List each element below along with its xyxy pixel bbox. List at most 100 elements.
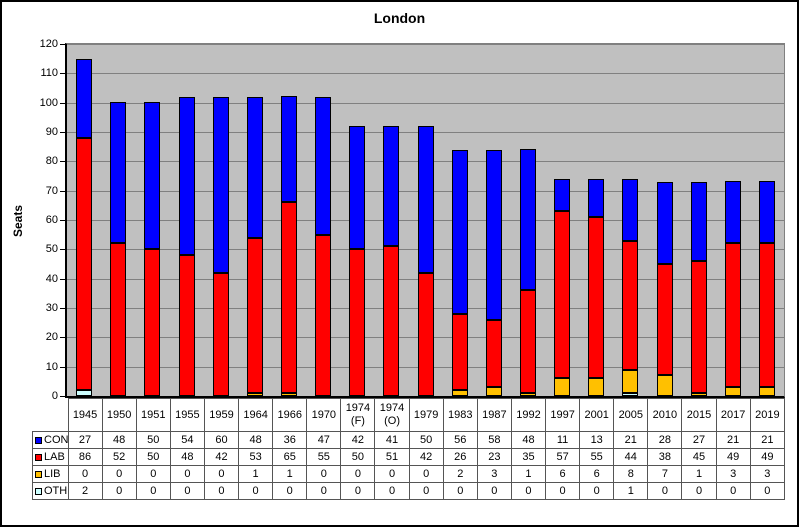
bar-segment-lib <box>759 387 775 396</box>
year-label: 1987 <box>476 398 512 432</box>
y-axis-tick-label: 40 <box>45 273 58 285</box>
series-name-label: LAB <box>44 451 65 463</box>
year-label: 1959 <box>203 398 240 432</box>
y-axis-tick-label: 50 <box>45 243 58 255</box>
bar-segment-oth <box>76 390 92 396</box>
year-label: 1955 <box>169 398 205 432</box>
bar-segment-con <box>486 150 502 320</box>
value-cell: 0 <box>545 482 581 500</box>
bar-segment-lib <box>588 378 604 396</box>
series-name-cell: CON <box>32 431 69 449</box>
bar-segment-lab <box>486 320 502 387</box>
bar-segment-lab <box>213 273 229 396</box>
value-cell: 0 <box>408 482 444 500</box>
value-cell: 2 <box>442 465 478 483</box>
value-cell: 27 <box>67 431 103 449</box>
value-cell: 1 <box>681 465 717 483</box>
value-cell: 0 <box>476 482 512 500</box>
bar-segment-lab <box>315 235 331 396</box>
year-label: 1951 <box>135 398 171 432</box>
y-axis-tick-label: 100 <box>39 97 58 109</box>
series-name-cell: LIB <box>32 465 69 483</box>
value-cell: 48 <box>101 431 137 449</box>
bar-segment-con <box>759 181 775 243</box>
year-label: 1950 <box>101 398 137 432</box>
value-cell: 51 <box>374 448 410 466</box>
bar-segment-lib <box>281 393 297 396</box>
plot-area <box>65 43 785 398</box>
value-cell: 27 <box>681 431 717 449</box>
value-cell: 50 <box>408 431 444 449</box>
value-cell: 35 <box>510 448 547 466</box>
y-axis-tick-label: 0 <box>51 390 58 402</box>
value-cell: 0 <box>442 482 478 500</box>
bar-segment-con <box>247 97 263 238</box>
value-cell: 56 <box>442 431 478 449</box>
value-cell: 13 <box>579 431 615 449</box>
value-cell: 0 <box>340 482 376 500</box>
bar-segment-lab <box>281 202 297 393</box>
value-cell: 55 <box>579 448 615 466</box>
y-axis-tick-label: 90 <box>45 126 58 138</box>
value-cell: 36 <box>272 431 308 449</box>
value-cell: 0 <box>749 482 786 500</box>
value-cell: 0 <box>340 465 376 483</box>
value-cell: 21 <box>715 431 751 449</box>
value-cell: 50 <box>340 448 376 466</box>
value-cell: 0 <box>715 482 751 500</box>
value-cell: 0 <box>169 465 205 483</box>
value-cell: 49 <box>715 448 751 466</box>
y-axis-tick-mark <box>60 337 65 338</box>
bar-segment-con <box>144 102 160 249</box>
bar-segment-con <box>383 126 399 246</box>
y-axis-tick-label: 30 <box>45 302 58 314</box>
year-label: 1983 <box>442 398 478 432</box>
legend-key-oth-icon <box>35 488 42 495</box>
bar-segment-lab <box>622 241 638 370</box>
value-cell: 0 <box>135 465 171 483</box>
y-axis-tick-mark <box>60 103 65 104</box>
value-cell: 42 <box>340 431 376 449</box>
table-row-oth: OTH 2 0 0 0 0 0 0 0 0 0 0 0 0 0 0 0 1 0 0 0 0 <box>32 482 786 500</box>
year-label: 2005 <box>613 398 649 432</box>
bar-segment-lab <box>144 249 160 396</box>
bar-segment-lab <box>349 249 365 396</box>
value-cell: 0 <box>135 482 171 500</box>
y-axis-tick-label: 70 <box>45 185 58 197</box>
bar-segment-con <box>622 179 638 241</box>
bar-segment-lib <box>691 393 707 396</box>
value-cell: 0 <box>101 465 137 483</box>
value-cell: 53 <box>238 448 274 466</box>
value-cell: 0 <box>238 482 274 500</box>
bar-segment-lab <box>554 211 570 378</box>
value-cell: 28 <box>647 431 683 449</box>
value-cell: 47 <box>306 431 342 449</box>
bar-segment-lib <box>486 387 502 396</box>
bar-segment-lab <box>588 217 604 378</box>
table-row-lab: LAB 86 52 50 48 42 53 65 55 50 51 42 26 23 35 57 55 44 38 4… <box>32 448 786 466</box>
value-cell: 0 <box>681 482 717 500</box>
y-axis-tick-mark <box>60 191 65 192</box>
bar-segment-lib <box>452 390 468 396</box>
bar-segment-con <box>725 181 741 243</box>
value-cell: 57 <box>545 448 581 466</box>
bar-segment-con <box>520 149 536 290</box>
value-cell: 38 <box>647 448 683 466</box>
y-axis-tick-mark <box>60 44 65 45</box>
value-cell: 0 <box>647 482 683 500</box>
value-cell: 48 <box>169 448 205 466</box>
bar-segment-lib <box>520 393 536 396</box>
bar-segment-lab <box>759 243 775 387</box>
y-axis-tick-label: 110 <box>40 67 58 79</box>
value-cell: 1 <box>613 482 649 500</box>
y-axis-tick-mark <box>60 367 65 368</box>
bar-segment-con <box>657 182 673 264</box>
bar-segment-con <box>691 182 707 261</box>
value-cell: 1 <box>510 465 547 483</box>
value-cell: 0 <box>408 465 444 483</box>
year-label: 1974 (O) <box>374 398 410 432</box>
value-cell: 0 <box>579 482 615 500</box>
year-label: 2019 <box>749 398 786 432</box>
value-cell: 0 <box>169 482 205 500</box>
table-row-con: CON 27 48 50 54 60 48 36 47 42 41 50 56 58 48 11 13 21 28 2… <box>32 431 786 449</box>
